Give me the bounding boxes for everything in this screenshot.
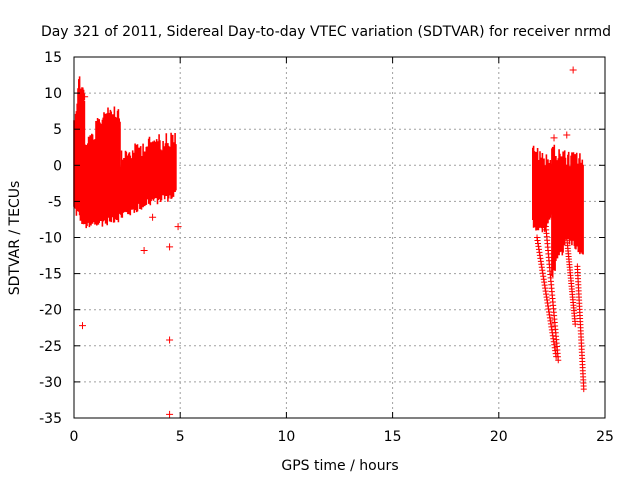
- data-point: [166, 336, 174, 344]
- x-tick-label: 0: [70, 429, 79, 445]
- data-streak: [534, 234, 560, 360]
- data-point: [550, 134, 558, 142]
- data-point: [174, 223, 182, 231]
- y-tick-label: -5: [48, 194, 62, 210]
- x-tick-label: 15: [384, 429, 402, 445]
- plot-frame: [73, 56, 606, 419]
- data-streak: [561, 212, 579, 328]
- y-tick-label: -10: [39, 231, 62, 247]
- data-band: [532, 145, 552, 233]
- data-streak: [542, 220, 562, 364]
- y-tick-label: -15: [39, 267, 62, 283]
- data-band: [83, 133, 96, 229]
- y-tick-label: 0: [53, 158, 62, 174]
- y-tick-label: -30: [39, 375, 62, 391]
- data-point: [149, 213, 157, 221]
- data-point: [78, 322, 86, 330]
- data-point: [81, 93, 89, 101]
- y-tick-label: -35: [39, 411, 62, 427]
- data-point: [140, 246, 148, 254]
- chart-title: Day 321 of 2011, Sidereal Day-to-day VTE…: [41, 24, 611, 40]
- x-axis-label: GPS time / hours: [281, 458, 398, 474]
- y-tick-label: -25: [39, 339, 62, 355]
- data-points: [73, 66, 587, 418]
- x-tick-label: 25: [596, 429, 614, 445]
- data-point: [166, 410, 174, 418]
- data-band: [551, 144, 584, 277]
- data-band: [73, 76, 86, 225]
- data-band: [94, 106, 121, 227]
- axis-ticks: 0 5 10 15 20 25 15 10 5 0 -5 -10 -15 -20 -25 -30 -35: [39, 50, 614, 445]
- data-streak: [574, 263, 587, 393]
- y-tick-label: 15: [44, 50, 62, 66]
- x-tick-label: 5: [176, 429, 185, 445]
- y-tick-label: 10: [44, 86, 62, 102]
- data-band: [119, 132, 177, 218]
- grid: [74, 57, 605, 418]
- data-point: [166, 243, 174, 251]
- data-point: [563, 131, 571, 139]
- y-axis-label: SDTVAR / TECUs: [7, 181, 23, 296]
- x-tick-label: 10: [277, 429, 295, 445]
- y-tick-label: -20: [39, 303, 62, 319]
- x-tick-label: 20: [490, 429, 508, 445]
- y-tick-label: 5: [53, 122, 62, 138]
- data-point: [569, 66, 577, 74]
